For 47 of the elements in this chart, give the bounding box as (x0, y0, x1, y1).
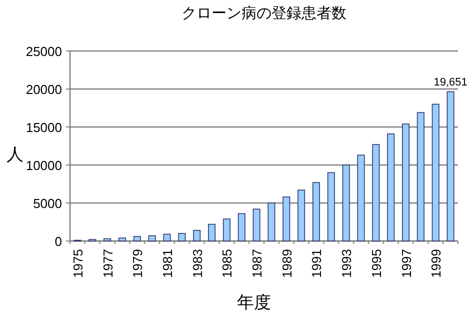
bar (193, 230, 201, 242)
x-tick-label: 1985 (220, 249, 235, 278)
bar (252, 208, 260, 242)
bar (104, 238, 112, 242)
y-tick-label: 5000 (33, 196, 62, 211)
x-tick-label: 1999 (428, 249, 444, 278)
x-tick-label: 1997 (398, 249, 414, 278)
bar (282, 196, 290, 242)
bar (298, 190, 306, 242)
chart-title: クローン病の登録患者数 (182, 5, 346, 22)
y-axis-title: 人 (6, 145, 24, 164)
x-tick-label: 1987 (250, 249, 265, 278)
bar (163, 234, 171, 242)
bar (357, 154, 365, 242)
bar (222, 218, 230, 242)
x-axis-title: 年度 (237, 293, 271, 312)
x-tick-label: 1995 (368, 249, 384, 278)
bar (312, 182, 320, 242)
bar (148, 235, 156, 242)
y-tick-label: 15000 (26, 120, 62, 135)
bar (416, 112, 424, 242)
bar (208, 224, 216, 242)
x-tick-label: 1983 (190, 249, 205, 278)
y-tick-label: 20000 (26, 82, 62, 97)
bar (238, 213, 246, 242)
data-label: 19,651 (434, 76, 468, 89)
x-tick-label: 1993 (339, 249, 354, 278)
x-tick-label: 1977 (100, 249, 116, 278)
bar (372, 144, 380, 242)
bar (178, 233, 186, 242)
x-tick-label: 1981 (160, 249, 175, 278)
bar (402, 124, 410, 242)
bar (432, 104, 440, 242)
x-tick-label: 1979 (130, 249, 146, 278)
y-tick-label: 10000 (26, 158, 62, 173)
x-tick-label: 1989 (279, 249, 294, 278)
bar (327, 172, 335, 242)
x-tick-label: 1975 (70, 249, 86, 278)
bar (342, 164, 350, 242)
bar (118, 238, 126, 242)
y-tick-label: 0 (54, 234, 62, 249)
bar (133, 236, 141, 242)
bar (387, 133, 395, 242)
x-tick-label: 1991 (309, 249, 324, 278)
y-tick-label: 25000 (26, 44, 62, 59)
bar (446, 91, 454, 242)
bar (268, 202, 276, 242)
